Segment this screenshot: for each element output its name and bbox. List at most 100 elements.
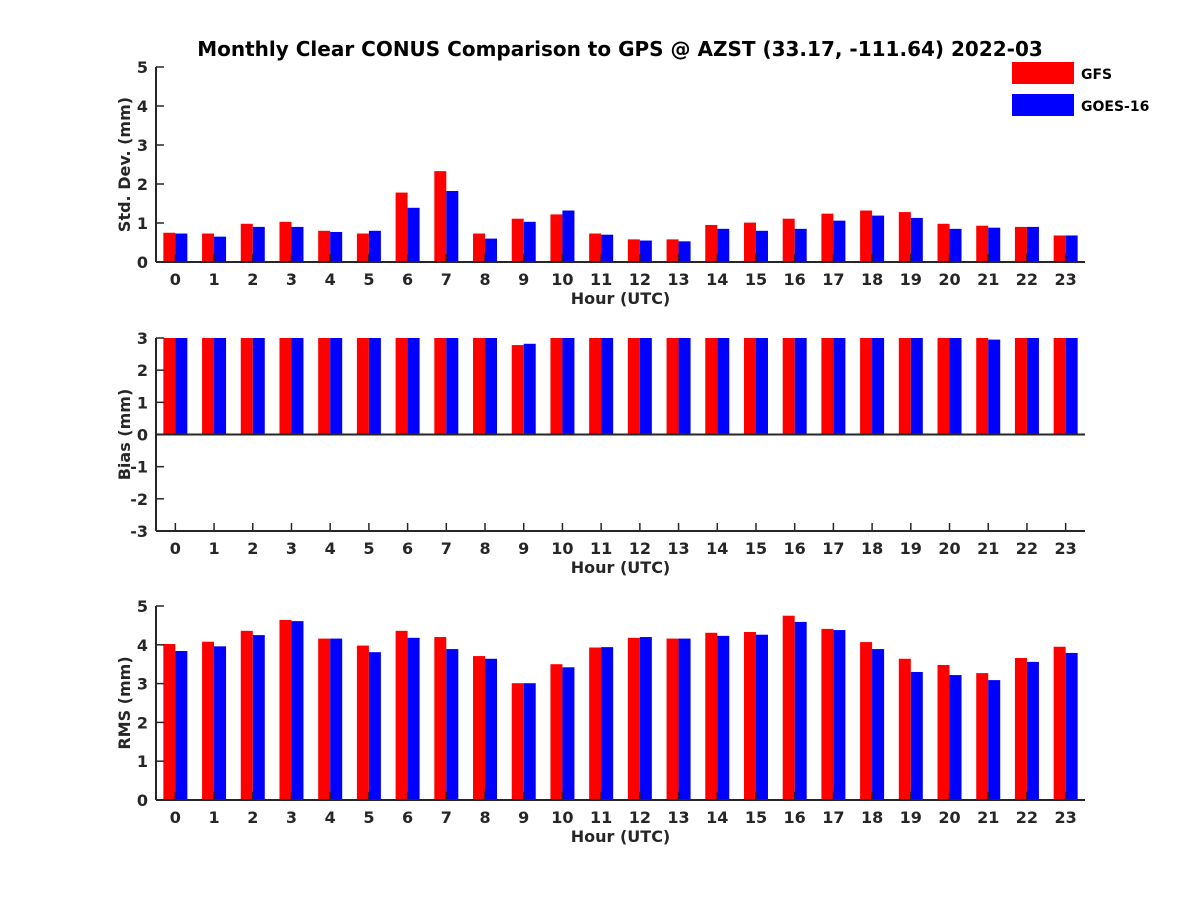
bar-goes-16-6 xyxy=(407,637,420,800)
bar-goes-16-14 xyxy=(717,228,730,262)
y-tick-label: 1 xyxy=(137,214,148,233)
bar-goes-16-6 xyxy=(407,338,420,435)
bar-goes-16-8 xyxy=(485,658,498,800)
bar-goes-16-1 xyxy=(214,646,227,800)
bar-gfs-23 xyxy=(1053,646,1066,800)
bar-goes-16-14 xyxy=(717,338,730,435)
bar-goes-16-4 xyxy=(330,638,343,800)
x-tick-label: 12 xyxy=(629,270,651,289)
x-tick-label: 4 xyxy=(325,539,336,558)
x-tick-label: 16 xyxy=(784,539,806,558)
bar-goes-16-23 xyxy=(1065,338,1078,435)
x-tick-label: 20 xyxy=(938,808,960,827)
x-tick-label: 9 xyxy=(518,808,529,827)
y-tick-label: 5 xyxy=(137,597,148,616)
x-tick-label: 6 xyxy=(402,808,413,827)
bar-goes-16-13 xyxy=(678,338,691,435)
bar-goes-16-5 xyxy=(368,338,381,435)
x-tick-label: 0 xyxy=(170,270,181,289)
bar-goes-16-5 xyxy=(368,230,381,262)
bar-gfs-0 xyxy=(163,338,176,435)
bar-gfs-19 xyxy=(898,338,911,435)
x-tick-label: 11 xyxy=(590,808,612,827)
y-tick-label: 4 xyxy=(137,97,148,116)
x-axis-label: Hour (UTC) xyxy=(571,827,671,846)
bar-goes-16-2 xyxy=(252,338,265,435)
bar-goes-16-22 xyxy=(1026,661,1039,800)
y-tick-label: 2 xyxy=(137,713,148,732)
x-tick-label: 7 xyxy=(441,270,452,289)
x-tick-label: 5 xyxy=(363,539,374,558)
x-tick-label: 19 xyxy=(900,539,922,558)
bar-goes-16-11 xyxy=(601,234,614,262)
x-tick-label: 0 xyxy=(170,808,181,827)
x-tick-label: 15 xyxy=(745,270,767,289)
legend-swatch-gfs xyxy=(1012,62,1074,84)
bar-gfs-13 xyxy=(666,638,679,800)
bar-goes-16-11 xyxy=(601,647,614,800)
x-tick-label: 14 xyxy=(706,808,728,827)
bar-goes-16-18 xyxy=(872,649,885,800)
bar-gfs-2 xyxy=(240,223,253,262)
bar-gfs-12 xyxy=(627,338,640,435)
bar-goes-16-4 xyxy=(330,338,343,435)
x-tick-label: 1 xyxy=(208,270,219,289)
bar-gfs-14 xyxy=(705,338,718,435)
bar-goes-16-12 xyxy=(639,637,652,800)
x-tick-label: 10 xyxy=(551,270,573,289)
x-tick-label: 10 xyxy=(551,539,573,558)
bar-gfs-3 xyxy=(279,221,292,262)
bar-gfs-18 xyxy=(860,210,873,262)
x-axis-label: Hour (UTC) xyxy=(571,289,671,308)
bar-gfs-1 xyxy=(202,338,215,435)
x-tick-label: 13 xyxy=(667,808,689,827)
bar-gfs-16 xyxy=(782,338,795,435)
bar-gfs-4 xyxy=(318,338,331,435)
bar-goes-16-10 xyxy=(562,667,575,800)
x-tick-label: 23 xyxy=(1055,270,1077,289)
x-tick-label: 23 xyxy=(1055,539,1077,558)
bar-gfs-22 xyxy=(1014,226,1027,262)
x-tick-label: 22 xyxy=(1016,808,1038,827)
bar-goes-16-10 xyxy=(562,338,575,435)
bar-gfs-15 xyxy=(743,338,756,435)
bar-goes-16-16 xyxy=(794,621,807,800)
bar-goes-16-5 xyxy=(368,652,381,800)
bar-goes-16-12 xyxy=(639,240,652,262)
y-tick-label: 3 xyxy=(137,329,148,348)
bar-goes-16-10 xyxy=(562,210,575,262)
bar-gfs-8 xyxy=(473,338,486,435)
bar-gfs-17 xyxy=(821,338,834,435)
bar-gfs-6 xyxy=(395,338,408,435)
bar-goes-16-12 xyxy=(639,338,652,435)
x-tick-label: 4 xyxy=(325,808,336,827)
y-tick-label: 1 xyxy=(137,752,148,771)
bar-gfs-2 xyxy=(240,630,253,800)
bar-gfs-11 xyxy=(589,233,602,262)
x-tick-label: 1 xyxy=(208,539,219,558)
bar-goes-16-8 xyxy=(485,338,498,435)
bar-gfs-6 xyxy=(395,192,408,262)
bar-goes-16-15 xyxy=(755,338,768,435)
bar-gfs-2 xyxy=(240,338,253,435)
x-axis-label: Hour (UTC) xyxy=(571,558,671,577)
bar-goes-16-14 xyxy=(717,635,730,800)
bar-gfs-15 xyxy=(743,632,756,800)
x-tick-label: 21 xyxy=(977,539,999,558)
x-tick-label: 7 xyxy=(441,539,452,558)
bar-goes-16-3 xyxy=(291,338,304,435)
bar-gfs-12 xyxy=(627,637,640,800)
x-tick-label: 22 xyxy=(1016,270,1038,289)
bar-gfs-10 xyxy=(550,214,563,262)
bar-gfs-17 xyxy=(821,628,834,800)
bar-goes-16-16 xyxy=(794,338,807,435)
legend-swatch-goes-16 xyxy=(1012,94,1074,116)
bar-goes-16-20 xyxy=(949,228,962,262)
bar-goes-16-22 xyxy=(1026,226,1039,262)
x-tick-label: 18 xyxy=(861,808,883,827)
x-tick-label: 18 xyxy=(861,270,883,289)
bar-goes-16-22 xyxy=(1026,338,1039,435)
